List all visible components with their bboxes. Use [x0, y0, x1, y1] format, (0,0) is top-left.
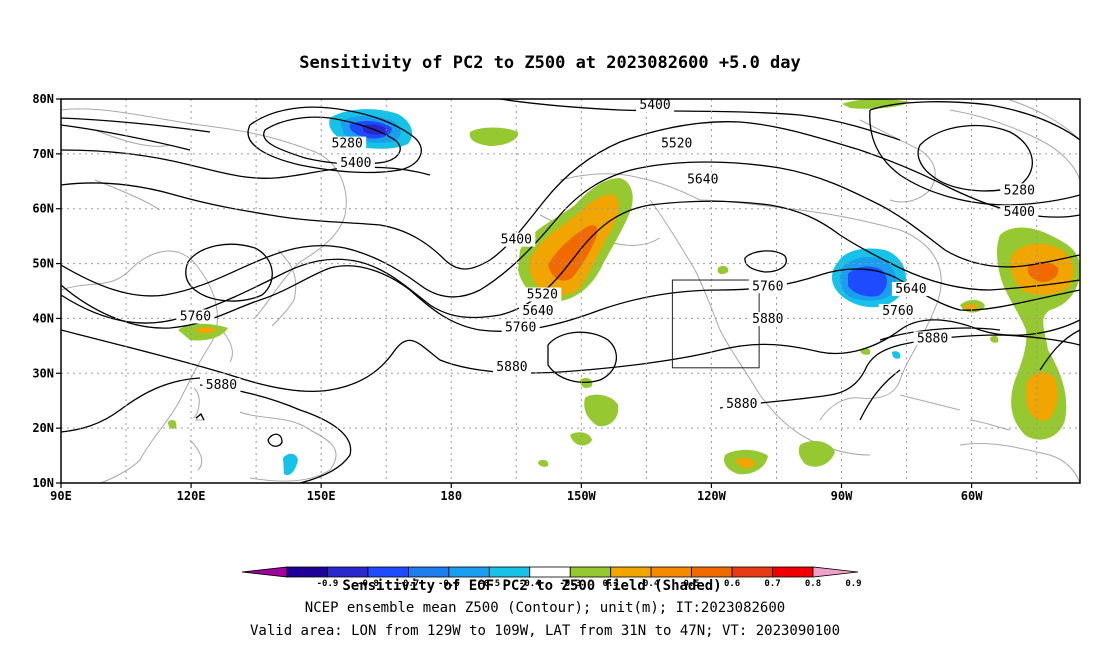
colorbar-swatch — [731, 566, 773, 578]
valid-area-box — [671, 279, 760, 369]
contour-label: 5760 — [180, 309, 211, 324]
colorbar-tick-label: 0.3 — [603, 579, 619, 589]
colorbar-swatch — [448, 566, 490, 578]
colorbar-swatch — [529, 566, 571, 578]
contour-label: 5640 — [895, 282, 926, 297]
contour-label-background — [748, 279, 787, 294]
contour-label: 5400 — [501, 233, 532, 248]
lat-tick-label: 20N — [32, 421, 54, 435]
colorbar-swatch — [407, 566, 450, 578]
contour-label: 5640 — [522, 304, 553, 319]
coastlines — [61, 99, 1080, 483]
colorbar-swatch — [691, 566, 733, 578]
lon-tick-label: 120E — [177, 489, 206, 503]
map-frame — [60, 98, 1081, 484]
contour-label-background — [176, 309, 215, 324]
lon-tick-label: 60W — [961, 489, 983, 503]
contour-labels: 5400552056405760588052805400540055205640… — [176, 98, 1039, 412]
colorbar-swatch — [772, 566, 814, 578]
contour-label-background — [913, 331, 952, 346]
contour-label: 5760 — [752, 279, 783, 294]
colorbar-tick-label: 0.5 — [683, 579, 699, 589]
contour-label: 5640 — [687, 172, 718, 187]
contour-label-background — [891, 282, 930, 296]
lat-tick-label: 40N — [32, 311, 54, 325]
contour-label: 5880 — [752, 312, 783, 327]
colorbar-tick-label: 0.9 — [845, 579, 861, 589]
contour-label-background — [636, 98, 675, 113]
lat-tick-label: 80N — [32, 92, 54, 106]
contour-label-background — [683, 172, 722, 187]
lat-tick-label: 50N — [32, 257, 54, 271]
contour-label-background — [748, 312, 787, 327]
lon-tick-label: 90E — [50, 489, 72, 503]
contour-label: 5400 — [639, 98, 670, 113]
contour-label: 5400 — [340, 156, 371, 171]
contour-label-background — [336, 155, 375, 170]
longitude-axis: 90E 120E 150E 180 150W 120W 90W 60W — [50, 483, 983, 503]
colorbar-tick-label: -0.5 — [478, 579, 500, 589]
contour-label-background — [1000, 205, 1039, 220]
colorbar-low-extend — [241, 566, 288, 578]
contour-label-background — [878, 303, 917, 318]
colorbar-high-extend — [812, 566, 859, 578]
colorbar-swatch — [367, 566, 409, 578]
contour-label: 5280 — [1004, 183, 1035, 198]
contour-label-background — [501, 320, 540, 335]
contour-label-background — [1000, 183, 1039, 198]
caption-line-2: NCEP ensemble mean Z500 (Contour); unit(… — [305, 600, 785, 616]
contour-label-background — [722, 397, 761, 412]
contour-label: 5280 — [332, 137, 363, 152]
colorbar-tick-label: 0.8 — [805, 579, 821, 589]
colorbar-tick-label: -0.3 — [559, 579, 581, 589]
colorbar-swatch — [569, 566, 612, 578]
contour-label-background — [202, 378, 241, 392]
lon-tick-label: 180 — [440, 489, 462, 503]
caption-line-3: Valid area: LON from 129W to 109W, LAT f… — [250, 623, 840, 639]
lon-tick-label: 90W — [831, 489, 853, 503]
contour-label: 5760 — [505, 320, 536, 335]
lat-tick-label: 10N — [32, 476, 54, 490]
contour-label-background — [518, 303, 557, 318]
caption-line-1: Sensitivity of EOF PC2 to Z500 field (Sh… — [342, 578, 721, 594]
colorbar-tick-label: -0.9 — [317, 579, 339, 589]
lon-tick-label: 120W — [697, 489, 727, 503]
lat-tick-label: 30N — [32, 366, 54, 380]
figure-title: Sensitivity of PC2 to Z500 at 2023082600… — [299, 53, 801, 73]
contour-label: 5880 — [496, 360, 527, 375]
colorbar-tick-label: -0.7 — [398, 579, 420, 589]
lat-tick-label: 60N — [32, 202, 54, 216]
contour-label-background — [657, 136, 696, 151]
contour-label: 5880 — [917, 331, 948, 346]
contour-label: 5400 — [1004, 205, 1035, 220]
contour-label: 5880 — [726, 397, 757, 412]
sensitivity-shading — [168, 99, 1080, 476]
contour-label: 5760 — [882, 304, 913, 319]
contour-label: 5520 — [527, 287, 558, 302]
lon-tick-label: 150W — [567, 489, 597, 503]
z500-contours — [61, 99, 1080, 483]
lon-tick-label: 150E — [307, 489, 336, 503]
contour-label: 5880 — [206, 378, 237, 393]
lat-tick-label: 70N — [32, 147, 54, 161]
contour-label-background — [328, 136, 367, 151]
colorbar-tick-label: 0.4 — [643, 579, 660, 589]
colorbar-tick-label: 0.7 — [764, 579, 780, 589]
colorbar-swatch — [488, 566, 531, 578]
colorbar-tick-label: -0.8 — [357, 579, 379, 589]
colorbar-tick-label: -0.6 — [438, 579, 460, 589]
colorbar-swatch — [327, 566, 369, 578]
colorbar-tick-label: -0.4 — [519, 579, 541, 589]
colorbar-tick-label: 0.6 — [724, 579, 740, 589]
colorbar-swatch — [286, 566, 328, 578]
colorbar: -0.9 -0.8 -0.7 -0.6 -0.5 -0.4 -0.3 0.3 0.4 0.5 0.6… — [241, 566, 862, 589]
colorbar-swatch — [610, 566, 652, 578]
contour-label-background — [523, 287, 562, 302]
contour-label: 5520 — [661, 137, 692, 152]
contour-label-background — [497, 232, 536, 247]
latitude-axis: 80N 70N 60N 50N 40N 30N 20N 10N — [32, 92, 61, 490]
contour-label-background — [492, 359, 531, 374]
colorbar-swatch — [650, 566, 693, 578]
